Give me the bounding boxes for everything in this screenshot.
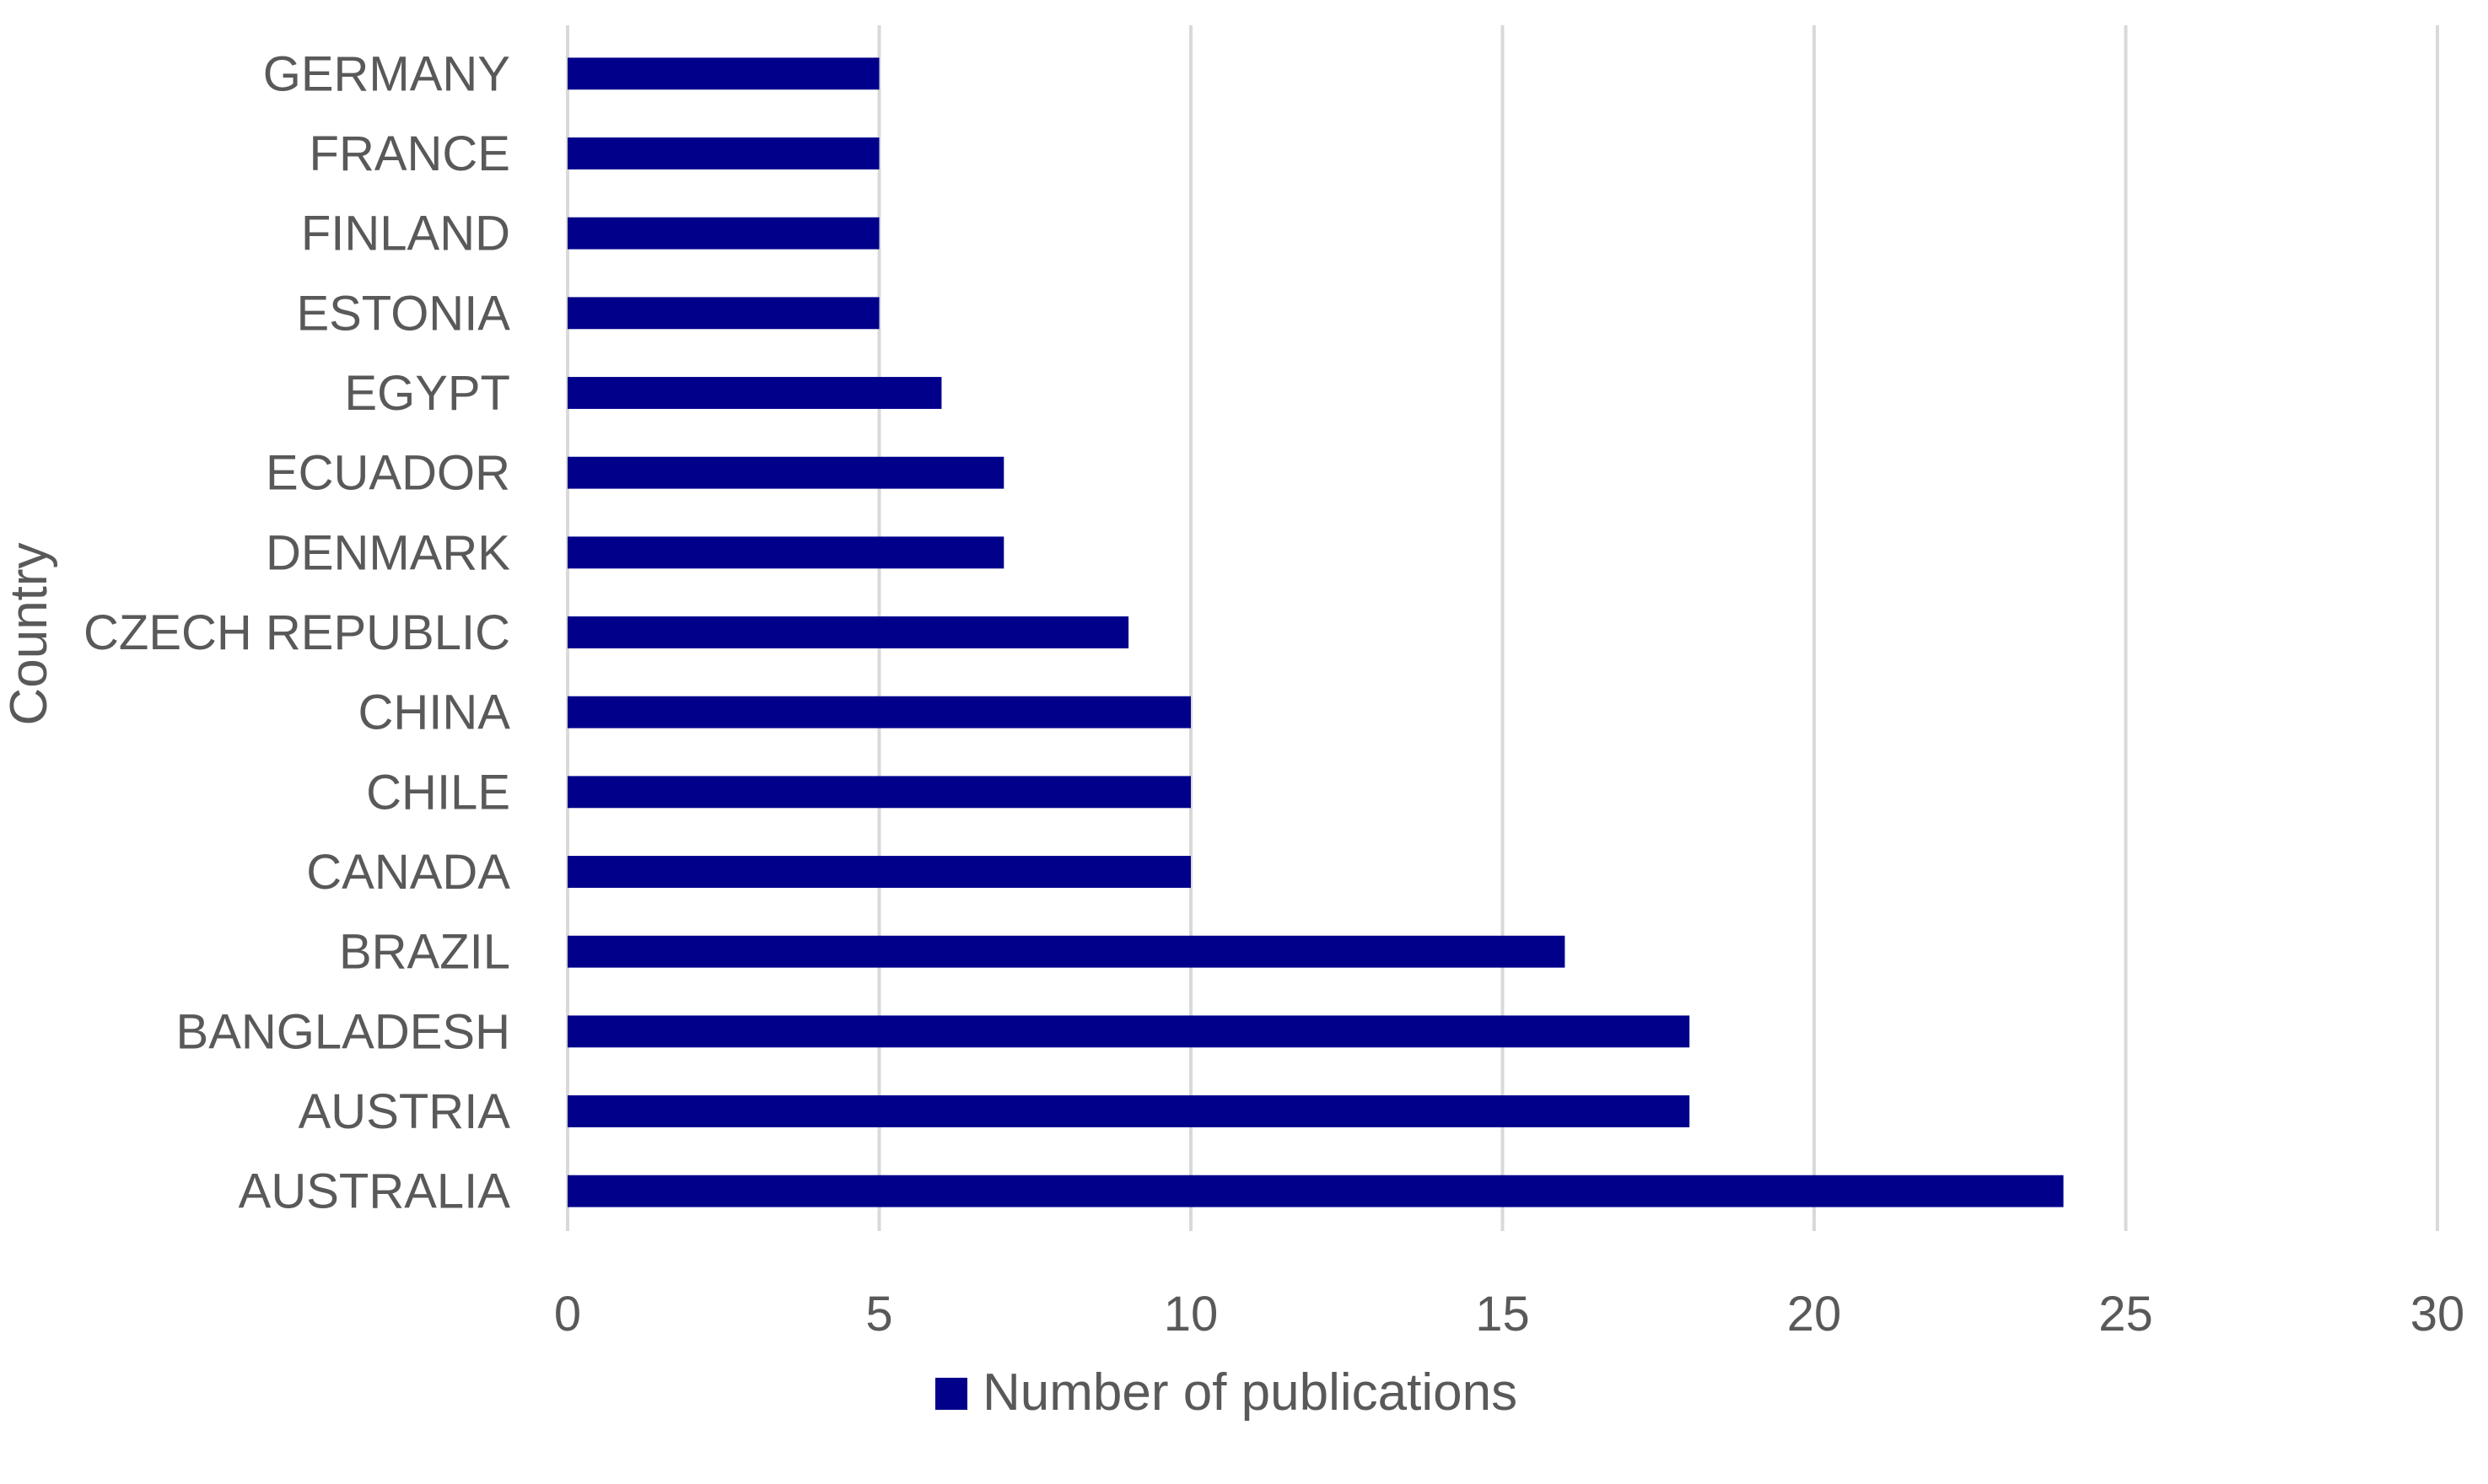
bar-estonia <box>568 297 880 330</box>
bar-egypt <box>568 377 942 409</box>
x-tick-label: 30 <box>2410 1287 2465 1342</box>
x-tick-label: 0 <box>554 1287 581 1342</box>
category-label: CANADA <box>306 845 510 900</box>
x-tick-label: 20 <box>1787 1287 1842 1342</box>
x-tick-label: 10 <box>1164 1287 1219 1342</box>
bar-denmark <box>568 536 1004 569</box>
category-labels: GERMANY FRANCE FINLAND ESTONIA EGYPT ECUADOR D… <box>83 46 510 1218</box>
category-label: CHILE <box>366 765 510 820</box>
category-label: DENMARK <box>266 525 510 580</box>
x-tick-label: 15 <box>1475 1287 1530 1342</box>
category-label: GERMANY <box>263 46 510 101</box>
x-tick-labels: 0 5 10 15 20 25 30 <box>554 1287 2464 1342</box>
category-label: ESTONIA <box>296 286 510 341</box>
category-label: CZECH REPUBLIC <box>83 605 510 660</box>
bar-austria <box>568 1095 1690 1127</box>
category-label: BRAZIL <box>339 925 510 980</box>
category-label: CHINA <box>358 686 511 740</box>
bars <box>568 57 2064 1207</box>
bar-canada <box>568 856 1191 888</box>
bar-france <box>568 137 880 169</box>
category-label: AUSTRIA <box>299 1084 511 1139</box>
category-label: EGYPT <box>344 366 510 421</box>
legend-label: Number of publications <box>983 1363 1517 1422</box>
category-label: BANGLADESH <box>176 1004 510 1059</box>
bar-germany <box>568 57 880 90</box>
category-label: ECUADOR <box>266 446 510 501</box>
bar-brazil <box>568 935 1565 968</box>
bar-australia <box>568 1175 2064 1207</box>
bar-czech-republic <box>568 616 1129 648</box>
legend: Number of publications <box>935 1363 1517 1422</box>
bar-ecuador <box>568 456 1004 489</box>
x-tick-label: 5 <box>865 1287 892 1342</box>
y-axis-title: Country <box>0 542 58 725</box>
bar-chile <box>568 776 1191 809</box>
legend-swatch <box>935 1378 967 1410</box>
category-label: FINLAND <box>301 207 510 261</box>
category-label: AUSTRALIA <box>239 1164 511 1219</box>
category-label: FRANCE <box>310 126 510 181</box>
x-tick-label: 25 <box>2098 1287 2153 1342</box>
bar-finland <box>568 217 880 250</box>
bar-china <box>568 696 1191 729</box>
bar-bangladesh <box>568 1015 1690 1048</box>
